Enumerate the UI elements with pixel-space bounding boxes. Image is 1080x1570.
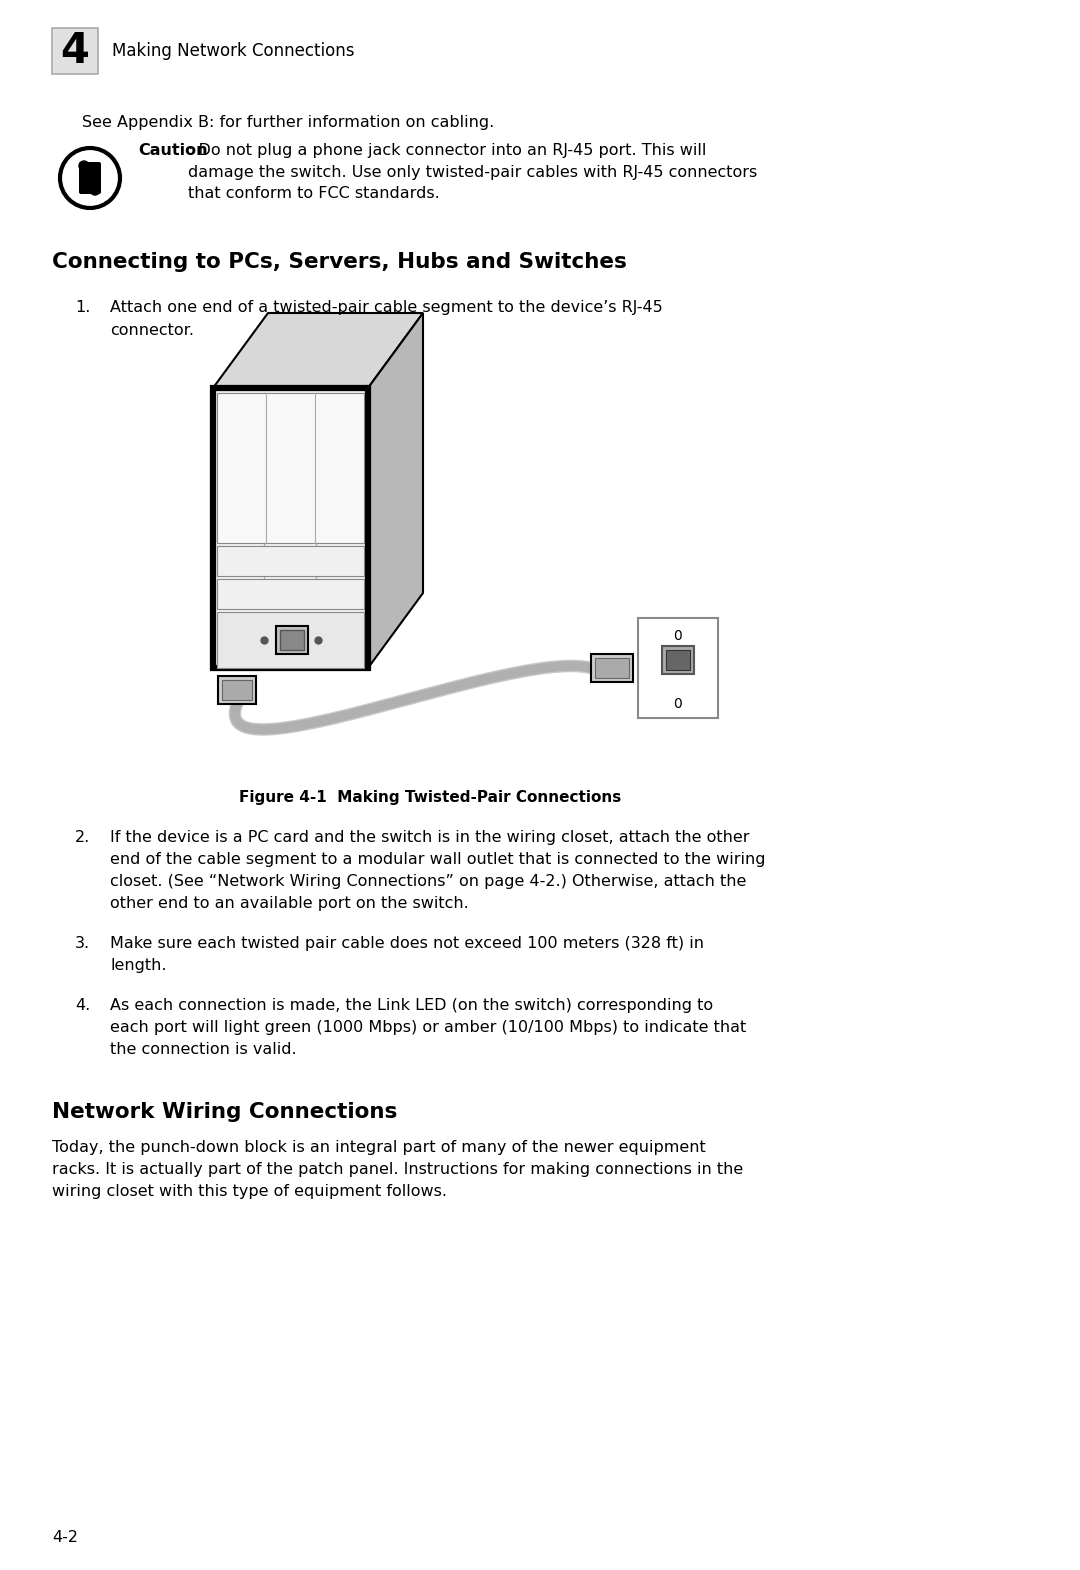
- Text: end of the cable segment to a modular wall outlet that is connected to the wirin: end of the cable segment to a modular wa…: [110, 853, 766, 867]
- FancyBboxPatch shape: [222, 680, 252, 700]
- Polygon shape: [213, 312, 423, 388]
- FancyBboxPatch shape: [662, 645, 694, 674]
- Text: If the device is a PC card and the switch is in the wiring closet, attach the ot: If the device is a PC card and the switc…: [110, 831, 750, 845]
- Text: Make sure each twisted pair cable does not exceed 100 meters (328 ft) in: Make sure each twisted pair cable does n…: [110, 936, 704, 951]
- Text: 3.: 3.: [75, 936, 90, 951]
- Text: 1.: 1.: [75, 300, 91, 316]
- Text: 4.: 4.: [75, 999, 91, 1013]
- FancyBboxPatch shape: [595, 658, 629, 678]
- Text: Network Wiring Connections: Network Wiring Connections: [52, 1102, 397, 1123]
- Text: closet. (See “Network Wiring Connections” on page 4-2.) Otherwise, attach the: closet. (See “Network Wiring Connections…: [110, 874, 746, 889]
- FancyBboxPatch shape: [217, 546, 364, 576]
- Text: racks. It is actually part of the patch panel. Instructions for making connectio: racks. It is actually part of the patch …: [52, 1162, 743, 1178]
- Text: the connection is valid.: the connection is valid.: [110, 1042, 297, 1057]
- Text: : Do not plug a phone jack connector into an RJ-45 port. This will
damage the sw: : Do not plug a phone jack connector int…: [188, 143, 757, 201]
- FancyBboxPatch shape: [52, 28, 98, 74]
- Text: As each connection is made, the Link LED (on the switch) corresponding to: As each connection is made, the Link LED…: [110, 999, 713, 1013]
- FancyBboxPatch shape: [276, 626, 308, 655]
- Text: Attach one end of a twisted-pair cable segment to the device’s RJ-45: Attach one end of a twisted-pair cable s…: [110, 300, 663, 316]
- FancyBboxPatch shape: [591, 655, 633, 681]
- FancyBboxPatch shape: [218, 677, 256, 703]
- Text: Caution: Caution: [138, 143, 207, 159]
- Text: each port will light green (1000 Mbps) or amber (10/100 Mbps) to indicate that: each port will light green (1000 Mbps) o…: [110, 1020, 746, 1035]
- Text: 0: 0: [674, 697, 683, 711]
- FancyBboxPatch shape: [217, 579, 364, 609]
- Text: Today, the punch-down block is an integral part of many of the newer equipment: Today, the punch-down block is an integr…: [52, 1140, 705, 1156]
- FancyBboxPatch shape: [217, 612, 364, 667]
- Circle shape: [79, 162, 89, 171]
- FancyBboxPatch shape: [280, 630, 303, 650]
- FancyBboxPatch shape: [213, 388, 368, 667]
- FancyBboxPatch shape: [666, 650, 690, 670]
- Text: connector.: connector.: [110, 323, 194, 338]
- Text: 2.: 2.: [75, 831, 91, 845]
- Circle shape: [90, 185, 100, 195]
- Text: 4-2: 4-2: [52, 1531, 78, 1545]
- Text: Figure 4-1  Making Twisted-Pair Connections: Figure 4-1 Making Twisted-Pair Connectio…: [239, 790, 621, 805]
- Text: 0: 0: [674, 630, 683, 644]
- Text: Connecting to PCs, Servers, Hubs and Switches: Connecting to PCs, Servers, Hubs and Swi…: [52, 253, 626, 272]
- FancyBboxPatch shape: [79, 162, 102, 195]
- Text: 4: 4: [60, 30, 90, 72]
- FancyBboxPatch shape: [638, 619, 718, 717]
- Polygon shape: [368, 312, 423, 667]
- Text: See Appendix B: for further information on cabling.: See Appendix B: for further information …: [82, 115, 495, 130]
- Text: Making Network Connections: Making Network Connections: [112, 42, 354, 60]
- Text: other end to an available port on the switch.: other end to an available port on the sw…: [110, 896, 469, 911]
- Text: length.: length.: [110, 958, 166, 973]
- FancyBboxPatch shape: [217, 392, 364, 543]
- Text: wiring closet with this type of equipment follows.: wiring closet with this type of equipmen…: [52, 1184, 447, 1199]
